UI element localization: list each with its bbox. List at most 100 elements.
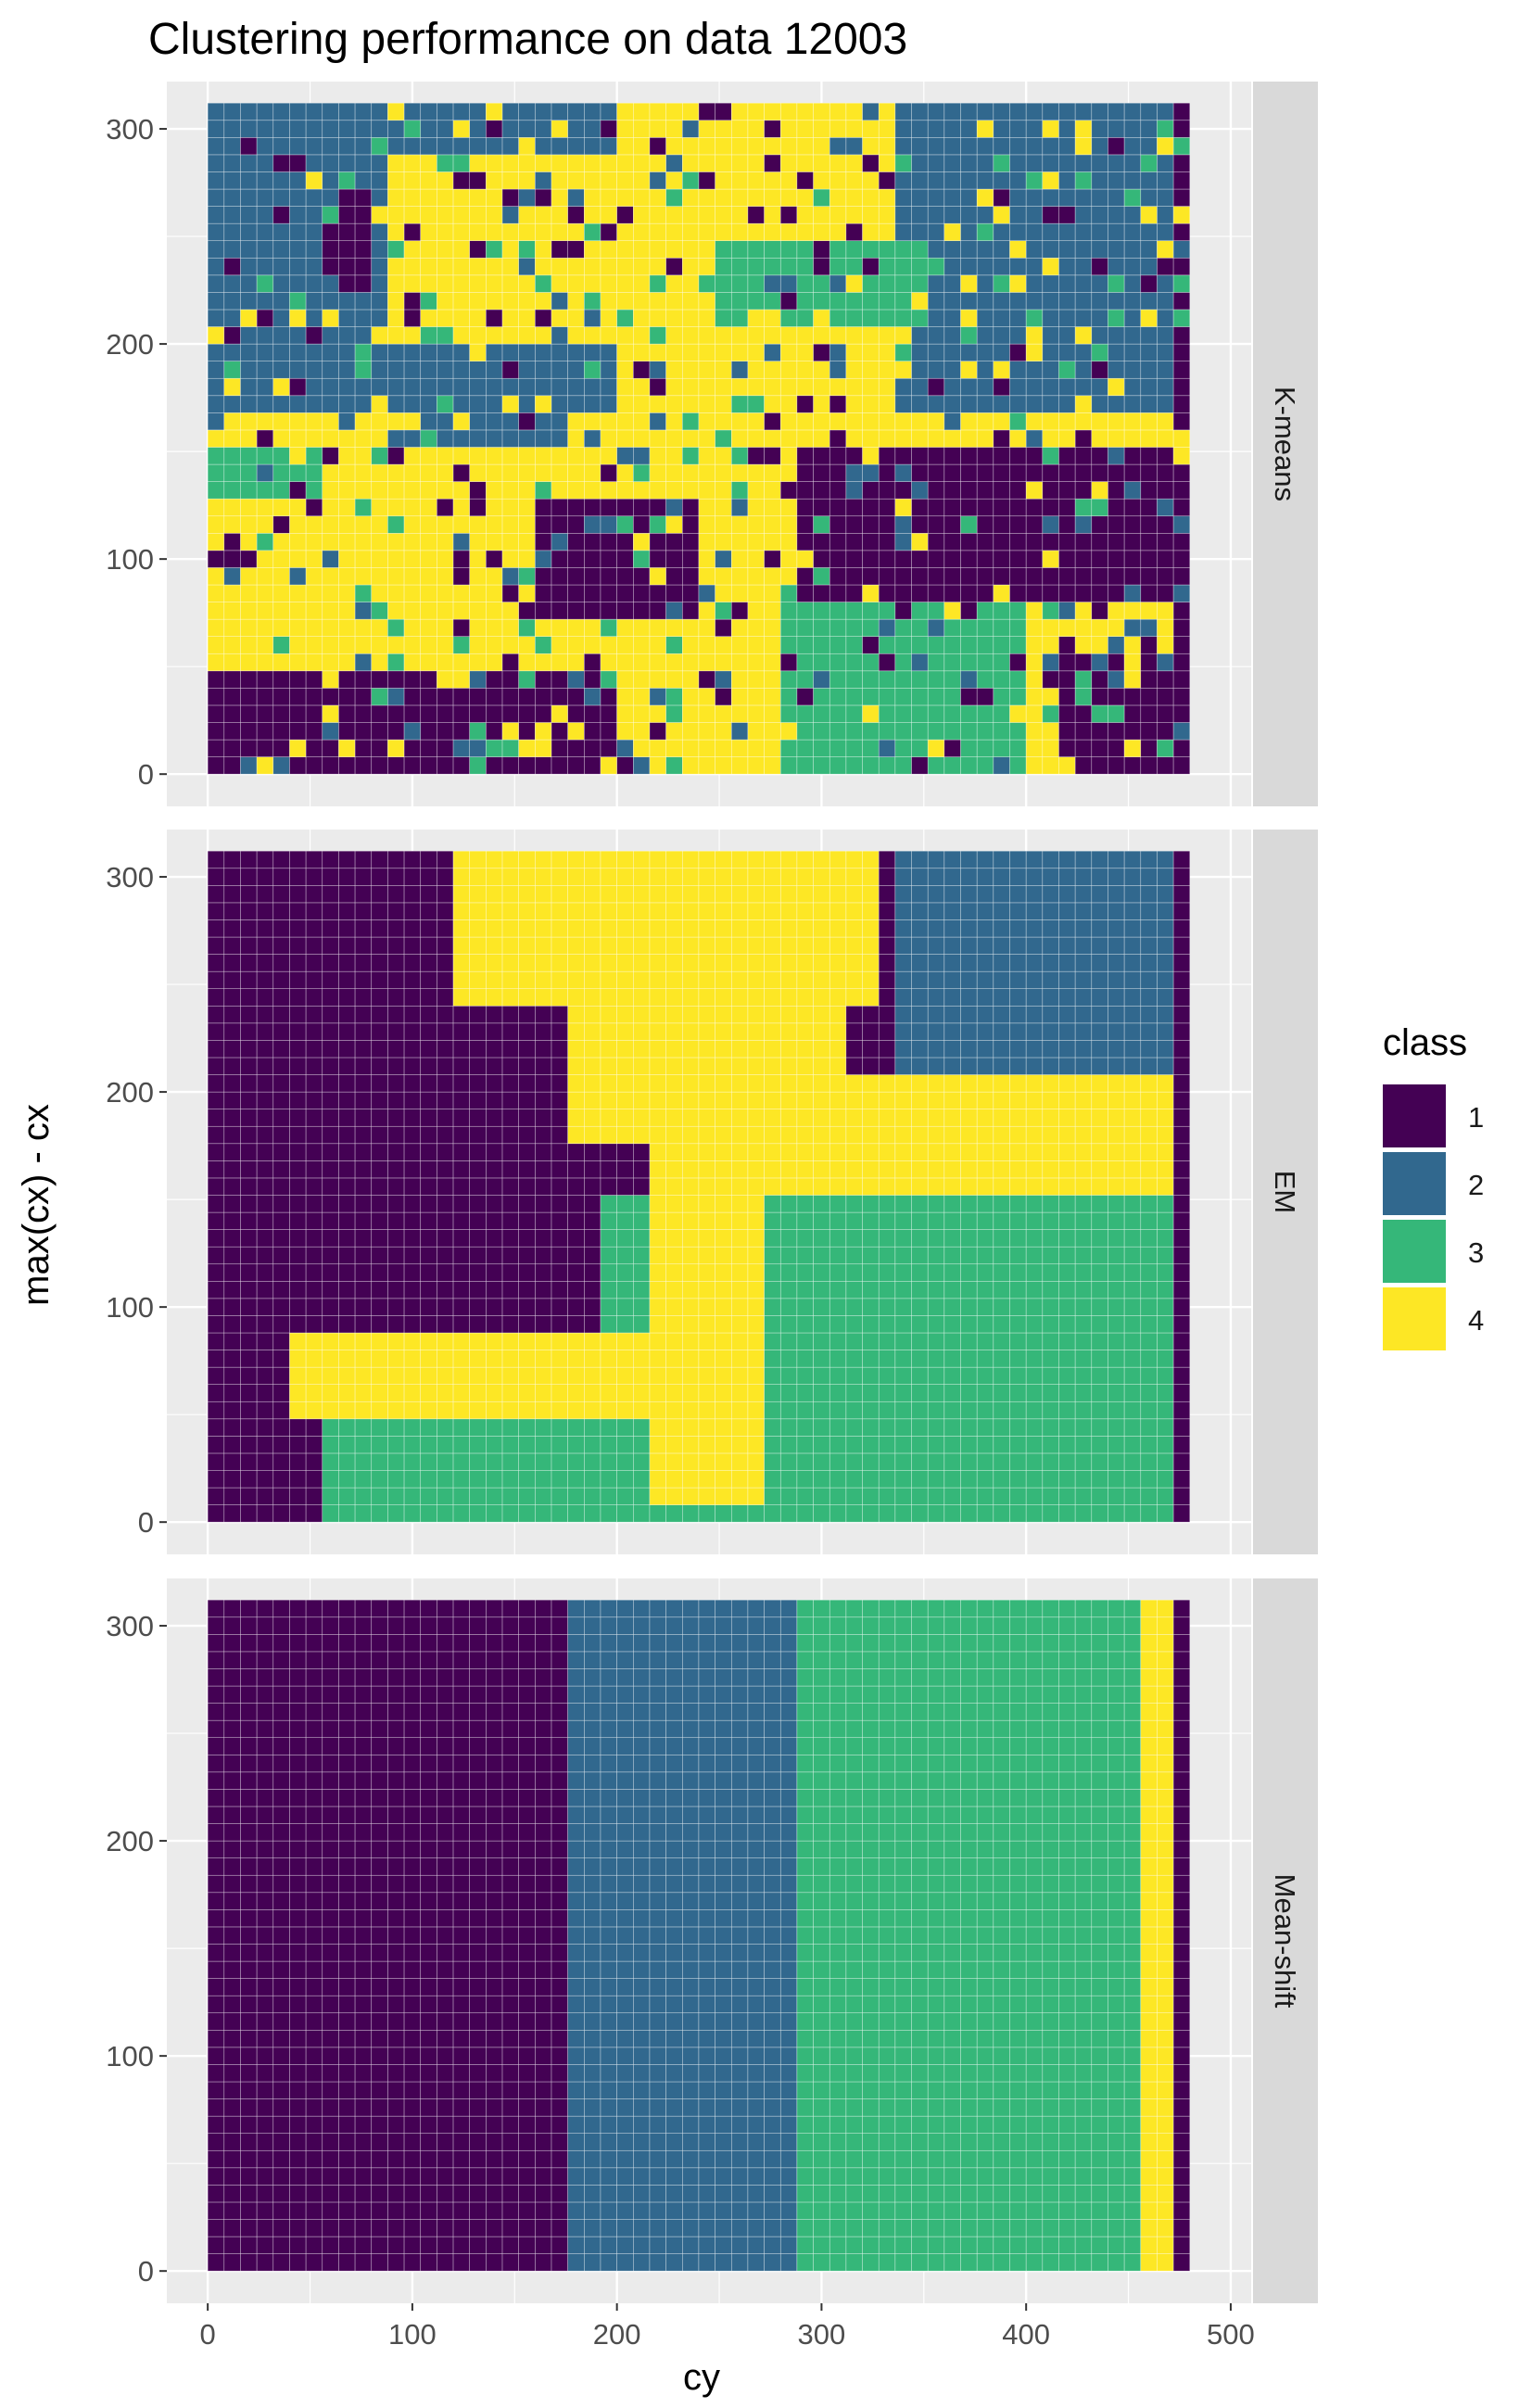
tile [240, 447, 258, 465]
tile [1074, 850, 1093, 869]
tile [240, 2012, 258, 2031]
tile [698, 240, 715, 259]
tile [469, 1487, 487, 1505]
tile [665, 1298, 683, 1316]
tile [600, 1125, 617, 1145]
tile [223, 1057, 241, 1075]
tile [338, 1350, 356, 1368]
tile [927, 618, 945, 637]
tile [1074, 188, 1093, 207]
tile [305, 902, 323, 920]
tile [960, 919, 978, 938]
tile [1009, 1418, 1027, 1437]
tile [633, 463, 651, 482]
tile [796, 988, 814, 1007]
tile [567, 481, 585, 500]
tile [452, 309, 471, 327]
tile [518, 188, 536, 207]
tile [387, 550, 405, 568]
tile [1091, 240, 1108, 259]
tile [437, 412, 454, 431]
tile [1091, 463, 1108, 482]
tile [256, 481, 274, 500]
tile [1042, 343, 1059, 361]
tile [1058, 1125, 1076, 1145]
tile [943, 739, 961, 757]
tile [779, 1143, 798, 1161]
tile [829, 377, 847, 397]
tile [649, 885, 666, 904]
tile [649, 954, 666, 972]
tile [469, 498, 487, 517]
tile [747, 618, 765, 637]
tile [1157, 1315, 1174, 1334]
tile [289, 1892, 307, 1910]
tile [796, 1195, 814, 1213]
tile [289, 515, 307, 534]
tile [403, 1211, 422, 1230]
tile [829, 1504, 847, 1523]
tile [1025, 377, 1044, 397]
tile [452, 1470, 471, 1489]
tile [927, 550, 945, 568]
tile [452, 704, 471, 723]
tile [567, 850, 585, 869]
tile [911, 429, 929, 448]
tile [927, 970, 945, 990]
tile [845, 274, 863, 293]
tile [698, 1246, 715, 1265]
tile [960, 1091, 978, 1109]
tile [518, 670, 536, 689]
tile [338, 1229, 356, 1248]
tile [779, 1040, 798, 1058]
tile [223, 704, 241, 723]
tile [535, 602, 552, 620]
tile [1009, 1160, 1027, 1179]
tile [272, 902, 290, 920]
tile [894, 902, 912, 920]
tile [747, 188, 765, 207]
tile [518, 636, 536, 654]
tile [223, 1857, 241, 1876]
tile [764, 120, 781, 138]
tile [272, 102, 290, 121]
tile [1157, 257, 1174, 276]
tile [354, 868, 373, 886]
tile [469, 429, 487, 448]
tile [1157, 292, 1174, 311]
tile [862, 1487, 880, 1505]
tile [829, 850, 847, 869]
tile [960, 550, 978, 568]
tile [813, 1400, 830, 1420]
tile [223, 257, 241, 276]
tile [1025, 120, 1044, 138]
tile [420, 1332, 437, 1350]
tile [862, 1074, 880, 1093]
tile [813, 1177, 830, 1196]
tile [469, 1211, 487, 1230]
tile [240, 868, 258, 886]
tile [927, 1315, 945, 1334]
tile [845, 206, 863, 224]
tile [829, 463, 847, 482]
tile [960, 481, 978, 500]
tile [452, 618, 471, 637]
tile [469, 292, 487, 311]
tile [1108, 550, 1125, 568]
tile [305, 206, 323, 224]
tile [403, 919, 422, 938]
tile [600, 550, 617, 568]
tile [993, 1091, 1010, 1109]
tile [535, 688, 552, 706]
tile [584, 1195, 601, 1213]
tile [845, 1246, 863, 1265]
tile [1091, 361, 1108, 379]
facet-strip-label: EM [1269, 1171, 1301, 1214]
tile [486, 1022, 503, 1041]
tile [682, 919, 700, 938]
tile [1009, 361, 1027, 379]
tile [452, 102, 471, 121]
tile [486, 326, 503, 345]
tile [305, 688, 323, 706]
tile [1074, 257, 1093, 276]
